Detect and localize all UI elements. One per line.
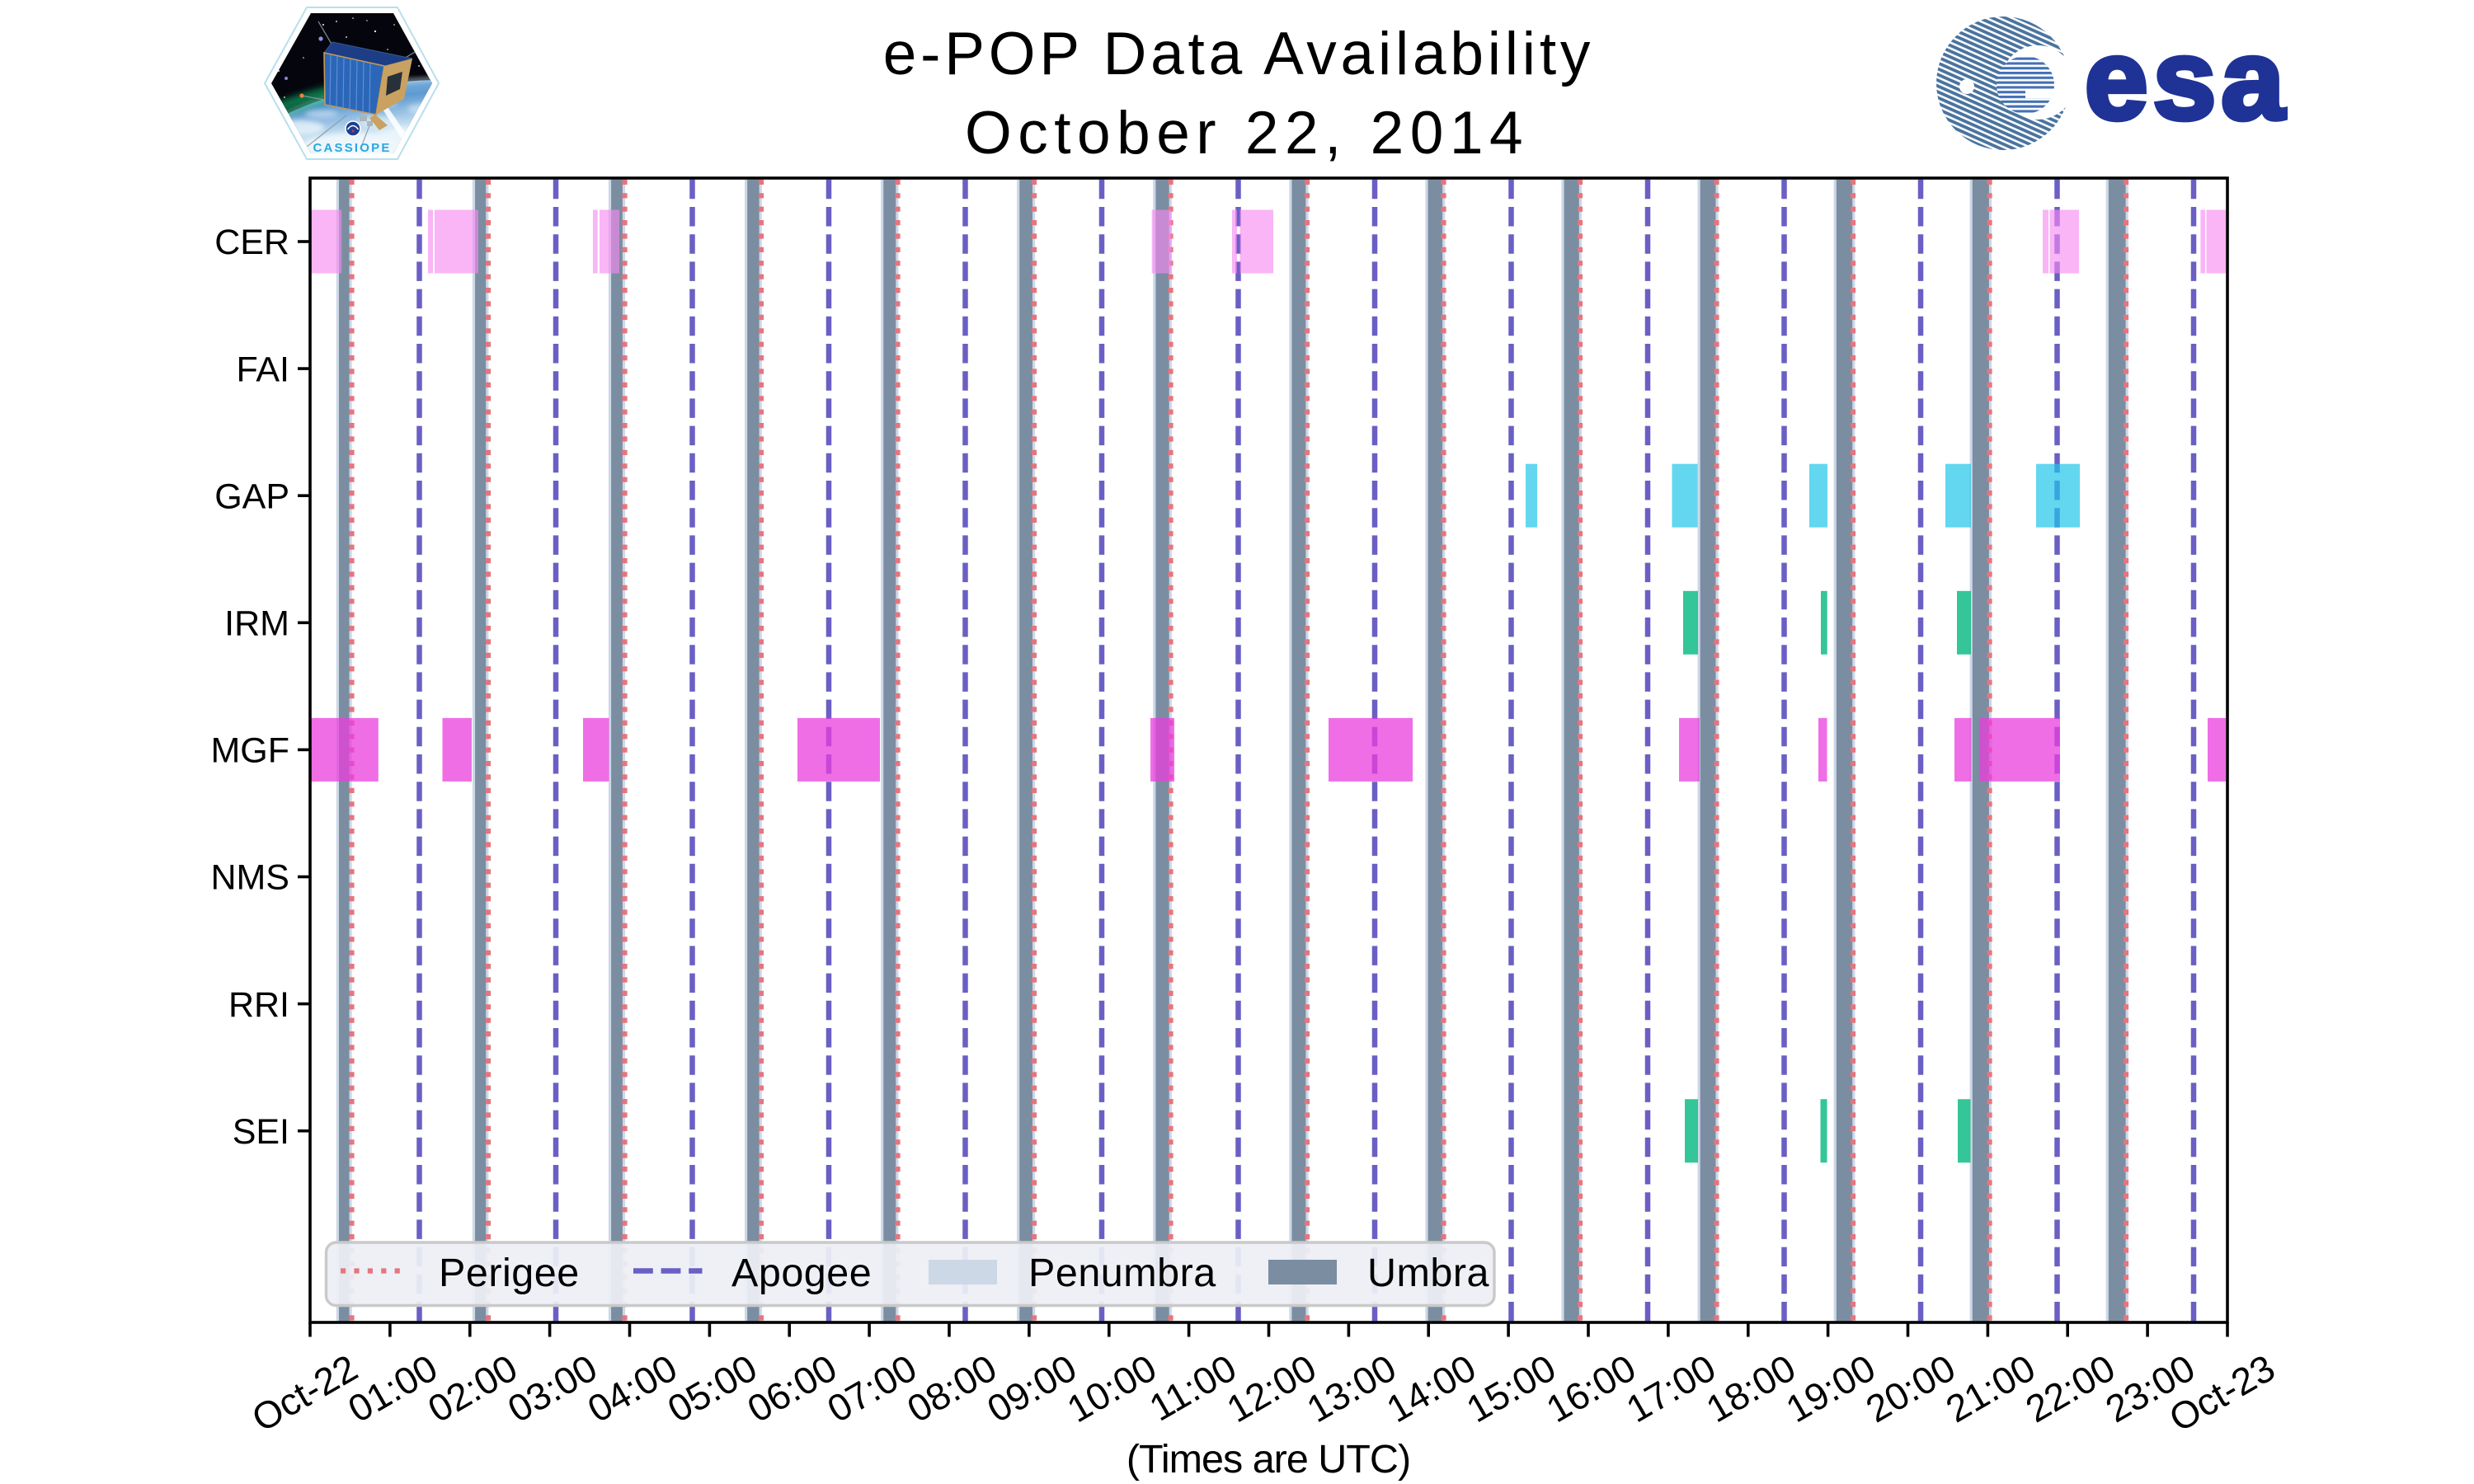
svg-text:October 22, 2014: October 22, 2014 xyxy=(965,100,1529,167)
svg-text:GAP: GAP xyxy=(214,477,289,516)
svg-text:Umbra: Umbra xyxy=(1367,1251,1489,1295)
svg-text:CER: CER xyxy=(214,223,289,262)
svg-text:IRM: IRM xyxy=(224,604,289,644)
svg-text:FAI: FAI xyxy=(236,350,289,389)
svg-text:RRI: RRI xyxy=(228,985,289,1025)
svg-text:esa: esa xyxy=(2085,16,2289,143)
svg-text:MGF: MGF xyxy=(210,731,289,771)
svg-text:e-POP Data Availability: e-POP Data Availability xyxy=(883,21,1594,87)
svg-text:CASSIOPE: CASSIOPE xyxy=(313,141,391,155)
svg-text:Perigee: Perigee xyxy=(439,1251,580,1295)
svg-text:Apogee: Apogee xyxy=(731,1251,872,1295)
svg-text:NMS: NMS xyxy=(210,858,289,898)
svg-text:(Times are UTC): (Times are UTC) xyxy=(1126,1437,1410,1482)
svg-text:Penumbra: Penumbra xyxy=(1028,1251,1216,1295)
svg-text:SEI: SEI xyxy=(233,1112,289,1152)
